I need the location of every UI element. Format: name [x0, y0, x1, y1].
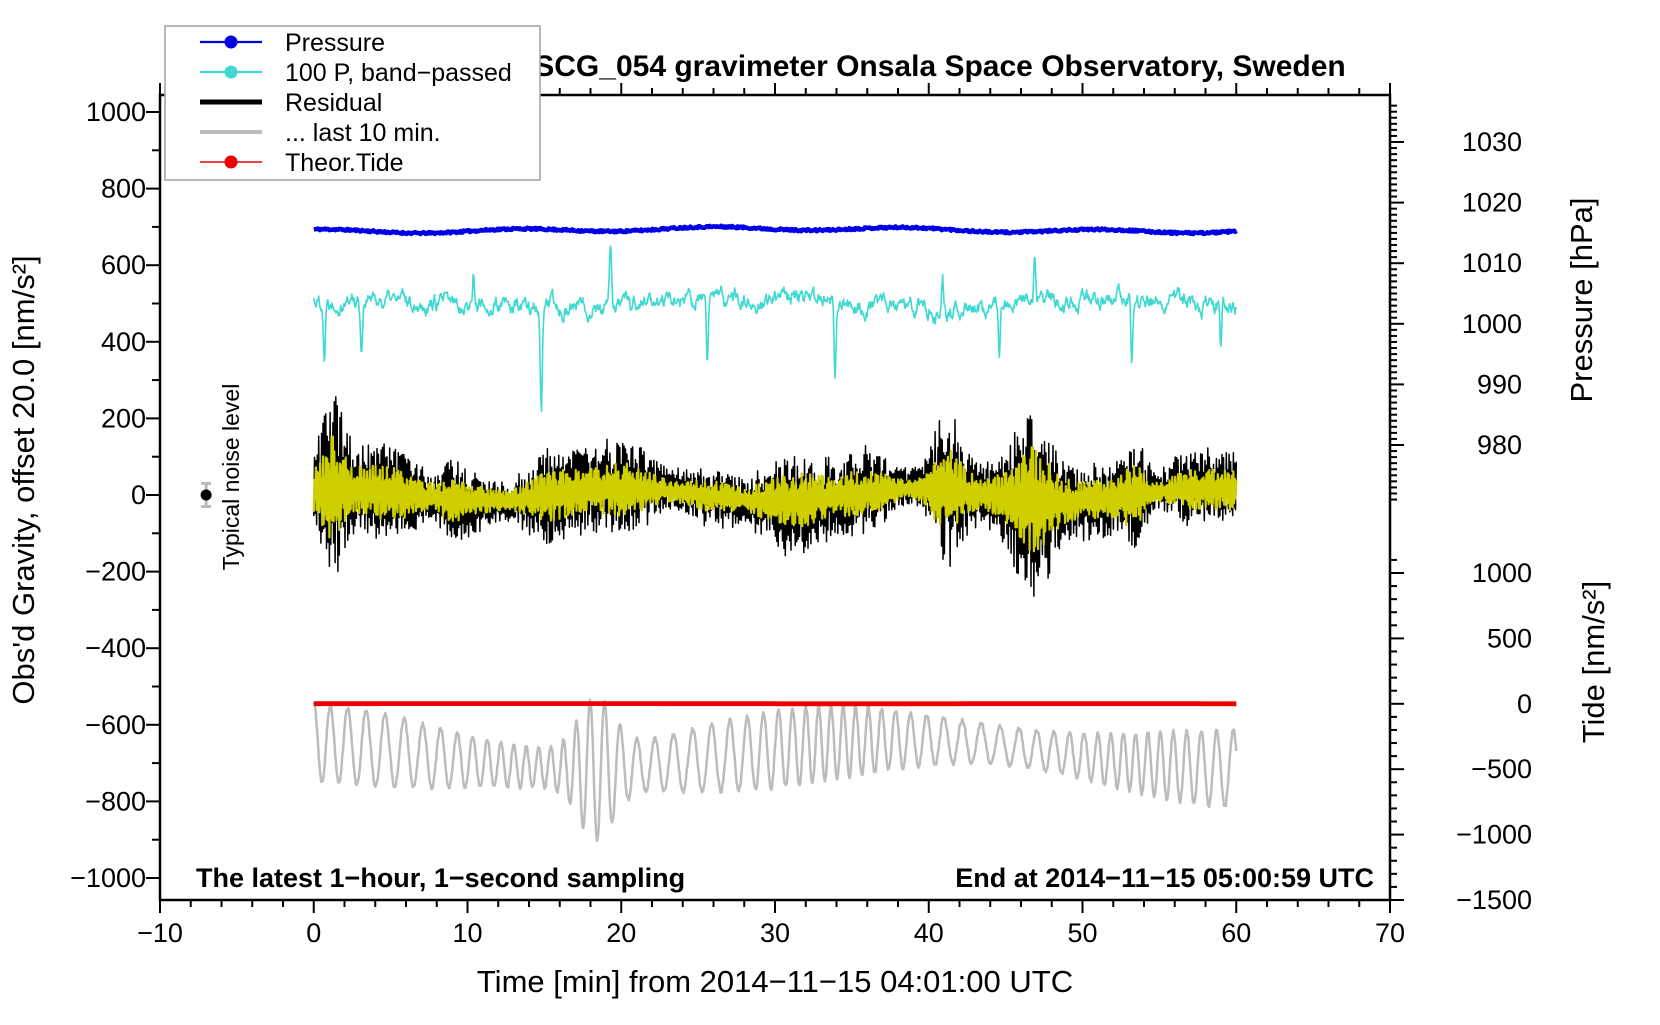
- legend-item-label: Theor.Tide: [285, 149, 404, 177]
- annotation-sampling: The latest 1−hour, 1−second sampling: [196, 863, 685, 893]
- gravity-tick-label: −600: [85, 710, 146, 740]
- x-tick-label: −10: [137, 918, 183, 948]
- x-tick-label: 50: [1067, 918, 1097, 948]
- chart-title: SCG_054 gravimeter Onsala Space Observat…: [534, 50, 1346, 83]
- pressure-tick-label: 1020: [1462, 188, 1522, 218]
- tide-tick-label: 1000: [1472, 558, 1532, 588]
- x-axis-label: Time [min] from 2014−11−15 04:01:00 UTC: [477, 964, 1073, 999]
- legend-item-label: 100 P, band−passed: [285, 59, 512, 87]
- x-tick-label: 30: [760, 918, 790, 948]
- legend-marker-dot: [225, 156, 238, 169]
- legend-item-label: Residual: [285, 89, 382, 117]
- x-tick-label: 0: [306, 918, 321, 948]
- pressure-tick-label: 980: [1477, 430, 1522, 460]
- x-tick-label: 60: [1221, 918, 1251, 948]
- tide-tick-label: 0: [1517, 689, 1532, 719]
- gravity-tick-label: 400: [101, 327, 146, 357]
- gravity-tick-label: 0: [131, 480, 146, 510]
- noise-dot: [201, 490, 212, 501]
- gravity-tick-label: 600: [101, 250, 146, 280]
- legend-marker-dot: [225, 36, 238, 49]
- pressure-tick-label: 1010: [1462, 248, 1522, 278]
- gravity-tick-label: 1000: [86, 97, 146, 127]
- tide-tick-label: 500: [1487, 623, 1532, 653]
- x-tick-label: 20: [606, 918, 636, 948]
- pressure-tick-label: 1030: [1462, 127, 1522, 157]
- series-100-p-band-passed-line: [314, 246, 1237, 411]
- tide-axis-label: Tide [nm/s²]: [1576, 581, 1611, 744]
- gravity-axis-label: Obs'd Gravity, offset 20.0 [nm/s²]: [6, 255, 41, 704]
- x-tick-label: 70: [1375, 918, 1405, 948]
- legend-item-label: ... last 10 min.: [285, 119, 441, 147]
- pressure-axis-label: Pressure [hPa]: [1564, 197, 1599, 402]
- x-tick-label: 40: [914, 918, 944, 948]
- legend-marker-dot: [225, 66, 238, 79]
- series-pressure-line: [314, 226, 1237, 234]
- annotation-end-time: End at 2014−11−15 05:00:59 UTC: [955, 863, 1374, 893]
- gravity-tick-label: −200: [85, 557, 146, 587]
- x-tick-label: 10: [452, 918, 482, 948]
- series-last-10-min-line: [314, 700, 1237, 841]
- gravity-tick-label: 200: [101, 403, 146, 433]
- legend-item-label: Pressure: [285, 29, 385, 57]
- tide-tick-label: −1500: [1456, 885, 1532, 915]
- pressure-tick-label: 1000: [1462, 309, 1522, 339]
- noise-level-marker: [201, 484, 212, 507]
- gravity-tick-label: −400: [85, 633, 146, 663]
- gravity-tick-label: −800: [85, 786, 146, 816]
- noise-level-label: Typical noise level: [218, 384, 244, 571]
- tide-tick-label: −1000: [1456, 820, 1532, 850]
- tide-tick-label: −500: [1471, 754, 1532, 784]
- gravity-tick-label: −1000: [70, 863, 146, 893]
- gravity-tick-label: 800: [101, 174, 146, 204]
- series-layer: [314, 226, 1237, 841]
- pressure-tick-label: 990: [1477, 369, 1522, 399]
